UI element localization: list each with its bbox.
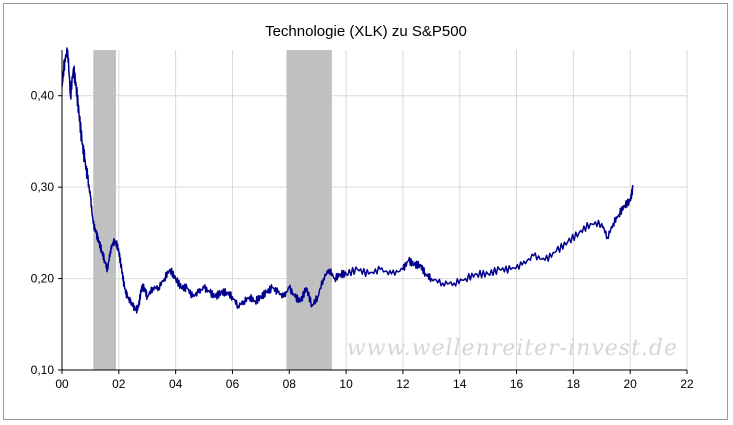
- x-tick-label: 16: [510, 377, 524, 391]
- y-axis-ticks: 0,10 0,20 0,30 0,40: [31, 89, 62, 377]
- watermark: www.wellenreiter-invest.de: [347, 336, 678, 361]
- x-tick-label: 06: [226, 377, 240, 391]
- y-tick-label: 0,30: [31, 180, 55, 194]
- x-tick-label: 22: [680, 377, 694, 391]
- x-tick-label: 08: [283, 377, 297, 391]
- shaded-period: [286, 50, 332, 370]
- series-line: [61, 47, 634, 314]
- gridlines: [62, 50, 688, 370]
- chart-title: Technologie (XLK) zu S&P500: [265, 23, 467, 40]
- y-tick-label: 0,40: [31, 89, 55, 103]
- y-tick-label: 0,20: [31, 272, 55, 286]
- x-tick-label: 04: [169, 377, 183, 391]
- x-tick-label: 10: [339, 377, 353, 391]
- y-tick-label: 0,10: [31, 363, 55, 377]
- x-tick-label: 14: [453, 377, 467, 391]
- x-tick-label: 18: [567, 377, 581, 391]
- plot-area: [62, 50, 687, 370]
- x-tick-label: 00: [55, 377, 69, 391]
- x-tick-label: 02: [112, 377, 126, 391]
- shaded-period: [93, 50, 116, 370]
- x-tick-label: 20: [624, 377, 638, 391]
- x-tick-label: 12: [396, 377, 410, 391]
- x-axis-ticks: 00 02 04 06 08 10 12 14 16 18 20 22: [55, 370, 694, 391]
- shaded-periods: [93, 50, 332, 370]
